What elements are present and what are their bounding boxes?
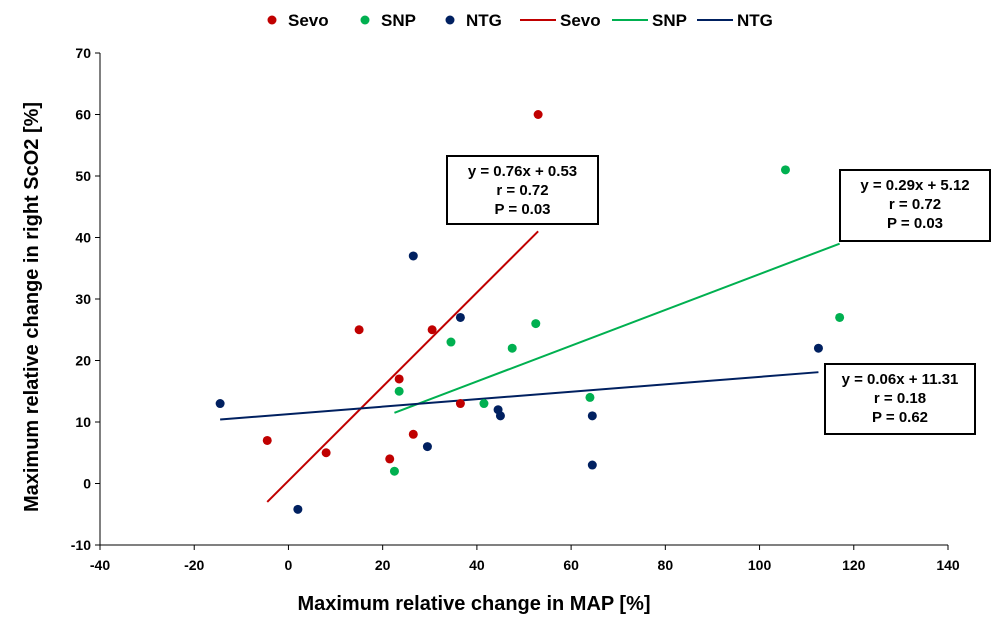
legend-item-ntg-marker: NTG: [445, 11, 502, 30]
y-axis-title: Maximum relative change in right ScO2 [%…: [21, 102, 43, 512]
legend-item-sevo-marker: Sevo: [267, 11, 329, 30]
data-points: [215, 110, 845, 514]
point-snp: [780, 165, 790, 175]
annotation-box-sevo: y = 0.76x + 0.53 r = 0.72 P = 0.03: [446, 155, 599, 225]
x-tick-label: 140: [936, 557, 960, 573]
point-snp: [531, 319, 541, 329]
legend-item-ntg-line: NTG: [697, 11, 773, 30]
annotation-line: P = 0.03: [887, 215, 943, 232]
legend-label: Sevo: [560, 11, 601, 30]
x-tick-label: 40: [469, 557, 485, 573]
x-tick-label: 80: [658, 557, 674, 573]
legend-item-sevo-line: Sevo: [520, 11, 601, 30]
annotation-line: P = 0.03: [494, 201, 550, 218]
point-snp: [835, 312, 845, 322]
y-tick-label: 50: [75, 168, 91, 184]
legend-item-snp-marker: SNP: [360, 11, 416, 30]
point-snp: [389, 466, 399, 476]
annotation-frame: [839, 169, 991, 242]
annotation-box-ntg: y = 0.06x + 11.31 r = 0.18 P = 0.62: [824, 363, 976, 435]
point-sevo: [394, 374, 404, 384]
y-tick-label: 70: [75, 45, 91, 61]
x-tick-label: 60: [563, 557, 579, 573]
point-sevo: [455, 399, 465, 409]
point-ntg: [408, 251, 418, 261]
trendline-ntg: [220, 371, 819, 421]
point-ntg: [587, 460, 597, 470]
legend-label: Sevo: [288, 11, 329, 30]
point-sevo: [427, 325, 437, 335]
point-ntg: [422, 442, 432, 452]
annotation-frame: [446, 155, 599, 225]
y-tick-label: 20: [75, 353, 91, 369]
legend-marker: [445, 15, 455, 25]
point-snp: [394, 386, 404, 396]
legend-label: SNP: [652, 11, 687, 30]
trendline-sevo: [266, 230, 539, 503]
point-sevo: [408, 429, 418, 439]
point-ntg: [587, 411, 597, 421]
legend-item-snp-line: SNP: [612, 11, 687, 30]
legend: Sevo SNP NTG Sevo SNP NTG: [267, 11, 773, 30]
point-ntg: [293, 504, 303, 514]
x-tick-label: -20: [184, 557, 204, 573]
y-tick-label: 40: [75, 230, 91, 246]
y-tick-label: 60: [75, 107, 91, 123]
annotation-line: y = 0.76x + 0.53: [468, 163, 577, 180]
y-tick-label: -10: [71, 537, 91, 553]
point-ntg: [495, 411, 505, 421]
annotation-line: P = 0.62: [872, 409, 928, 426]
annotation-line: r = 0.18: [874, 390, 926, 407]
x-tick-label: 20: [375, 557, 391, 573]
point-sevo: [354, 325, 364, 335]
y-tick-label: 0: [83, 476, 91, 492]
annotation-line: y = 0.06x + 11.31: [842, 371, 959, 388]
annotation-line: r = 0.72: [889, 196, 941, 213]
y-tick-label: 30: [75, 291, 91, 307]
point-ntg: [215, 399, 225, 409]
point-snp: [446, 337, 456, 347]
point-sevo: [533, 110, 543, 119]
axes: -10 0 10 20 30 40 50 60 70 -40 -20 0 20 40 60 80 100 120 1…: [71, 45, 960, 573]
x-axis-title: Maximum relative change in MAP [%]: [297, 593, 650, 615]
x-tick-label: 100: [748, 557, 772, 573]
trendlines: [220, 230, 840, 503]
x-tick-label: 120: [842, 557, 866, 573]
point-sevo: [385, 454, 395, 464]
annotation-line: r = 0.72: [496, 182, 548, 199]
y-tick-label: 10: [75, 414, 91, 430]
point-ntg: [813, 343, 823, 353]
legend-label: NTG: [466, 11, 502, 30]
point-sevo: [262, 435, 272, 445]
point-snp: [507, 343, 517, 353]
annotation-frame: [824, 363, 976, 435]
annotation-line: y = 0.29x + 5.12: [860, 177, 969, 194]
point-sevo: [321, 448, 331, 458]
x-tick-label: 0: [285, 557, 293, 573]
legend-marker: [360, 15, 370, 25]
legend-label: SNP: [381, 11, 416, 30]
point-snp: [585, 392, 595, 402]
annotation-box-snp: y = 0.29x + 5.12 r = 0.72 P = 0.03: [839, 169, 991, 242]
x-tick-label: -40: [90, 557, 110, 573]
legend-marker: [267, 15, 277, 25]
trendline-snp: [394, 242, 840, 414]
legend-label: NTG: [737, 11, 773, 30]
point-snp: [479, 399, 489, 409]
point-ntg: [455, 312, 465, 322]
regression-annotations: y = 0.76x + 0.53r = 0.72P = 0.03y = 0.29…: [446, 155, 991, 435]
